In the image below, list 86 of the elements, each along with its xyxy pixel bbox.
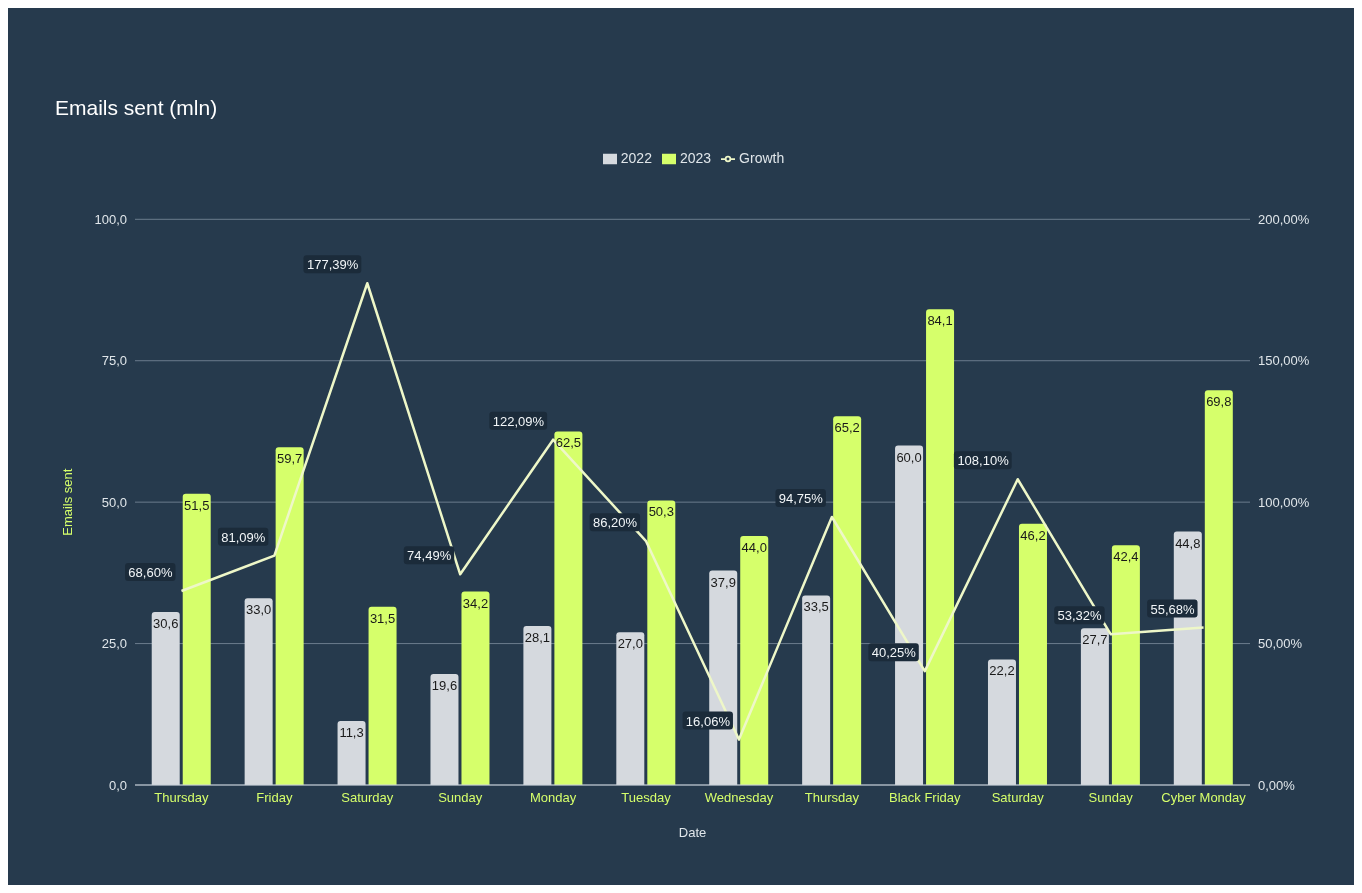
bar — [244, 598, 273, 785]
y2-tick-label: 200,00% — [1258, 211, 1310, 227]
y-tick-label: 0,0 — [108, 777, 127, 793]
bar — [337, 721, 366, 785]
data-label: 122,09% — [492, 413, 545, 429]
x-tick-label: Saturday — [991, 790, 1045, 806]
x-tick-label: Thursday — [804, 790, 860, 806]
bar — [1204, 390, 1233, 785]
data-label: 37,9 — [710, 574, 736, 590]
bar — [647, 500, 676, 785]
data-label: 177,39% — [306, 257, 359, 273]
data-label: 16,06% — [685, 713, 731, 729]
y2-tick-label: 150,00% — [1258, 353, 1310, 369]
line-series — [180, 282, 1205, 741]
bar — [1111, 545, 1140, 785]
bar — [554, 431, 583, 785]
data-label: 94,75% — [778, 491, 824, 506]
bar — [926, 309, 955, 785]
data-label: 65,2 — [834, 420, 860, 436]
data-label: 55,68% — [1150, 601, 1195, 617]
data-label: 59,7 — [276, 451, 303, 467]
x-tick-label: Sunday — [1088, 790, 1134, 806]
bar — [802, 595, 831, 785]
bar — [1018, 523, 1047, 785]
data-label: 44,8 — [1175, 535, 1201, 551]
y-tick-label: 75,0 — [101, 353, 127, 369]
bar — [740, 536, 769, 785]
data-label: 53,32% — [1057, 608, 1103, 624]
bar — [430, 674, 459, 785]
bar — [182, 493, 211, 785]
data-label: 22,2 — [989, 663, 1015, 679]
data-label: 74,49% — [407, 548, 452, 564]
x-tick-label: Thursday — [154, 790, 210, 806]
y2-tick-label: 50,00% — [1258, 636, 1303, 652]
data-label: 11,3 — [339, 725, 364, 741]
x-tick-label: Friday — [256, 790, 293, 806]
bar — [461, 591, 490, 785]
x-tick-label: Cyber Monday — [1161, 790, 1247, 806]
data-label: 51,5 — [184, 497, 210, 513]
data-label: 27,7 — [1082, 632, 1108, 648]
x-tick-label: Wednesday — [704, 790, 774, 806]
data-label: 33,5 — [803, 599, 829, 615]
y-tick-label: 50,0 — [101, 494, 127, 510]
data-label: 62,5 — [555, 435, 582, 451]
y-tick-label: 100,0 — [94, 211, 127, 227]
legend-label: 2023 — [679, 150, 712, 166]
legend-label: Growth — [739, 150, 785, 166]
bar — [833, 416, 862, 785]
data-label: 30,6 — [153, 615, 179, 631]
x-tick-label: Saturday — [341, 790, 394, 806]
data-label: 69,8 — [1206, 394, 1232, 410]
data-label: 108,10% — [957, 453, 1010, 469]
data-label: 34,2 — [462, 595, 489, 611]
data-label: 81,09% — [221, 529, 266, 545]
x-tick-label: Monday — [530, 790, 577, 806]
y-tick-label: 25,0 — [101, 636, 127, 652]
x-tick-label: Black Friday — [889, 790, 962, 806]
data-label: 46,2 — [1020, 527, 1046, 543]
bar — [368, 606, 397, 785]
data-label: 42,4 — [1113, 549, 1139, 565]
bar — [616, 632, 645, 785]
data-label: 19,6 — [431, 678, 458, 694]
y2-tick-label: 100,00% — [1258, 494, 1310, 510]
data-label: 27,0 — [617, 636, 643, 652]
y2-tick-label: 0,00% — [1258, 777, 1296, 793]
bar — [1080, 628, 1109, 785]
data-label: 33,0 — [245, 602, 272, 618]
y-axis-title: Emails sent — [59, 468, 75, 536]
bar — [523, 626, 552, 785]
data-label: 31,5 — [369, 610, 396, 626]
bar — [151, 611, 180, 785]
data-label: 68,60% — [128, 564, 173, 580]
bar — [987, 659, 1016, 785]
bar — [275, 447, 304, 785]
data-label: 28,1 — [524, 630, 551, 646]
x-axis-title: Date — [678, 825, 707, 840]
legend-label: 2022 — [620, 150, 652, 166]
data-label: 40,25% — [871, 645, 917, 661]
chart-title: Emails sent (mln) — [55, 96, 218, 120]
x-tick-label: Sunday — [438, 790, 483, 806]
data-label: 60,0 — [896, 449, 922, 465]
data-label: 86,20% — [592, 515, 638, 531]
x-tick-label: Tuesday — [621, 790, 672, 806]
data-label: 44,0 — [741, 540, 767, 556]
data-label: 84,1 — [927, 313, 953, 329]
data-label: 50,3 — [648, 504, 674, 520]
